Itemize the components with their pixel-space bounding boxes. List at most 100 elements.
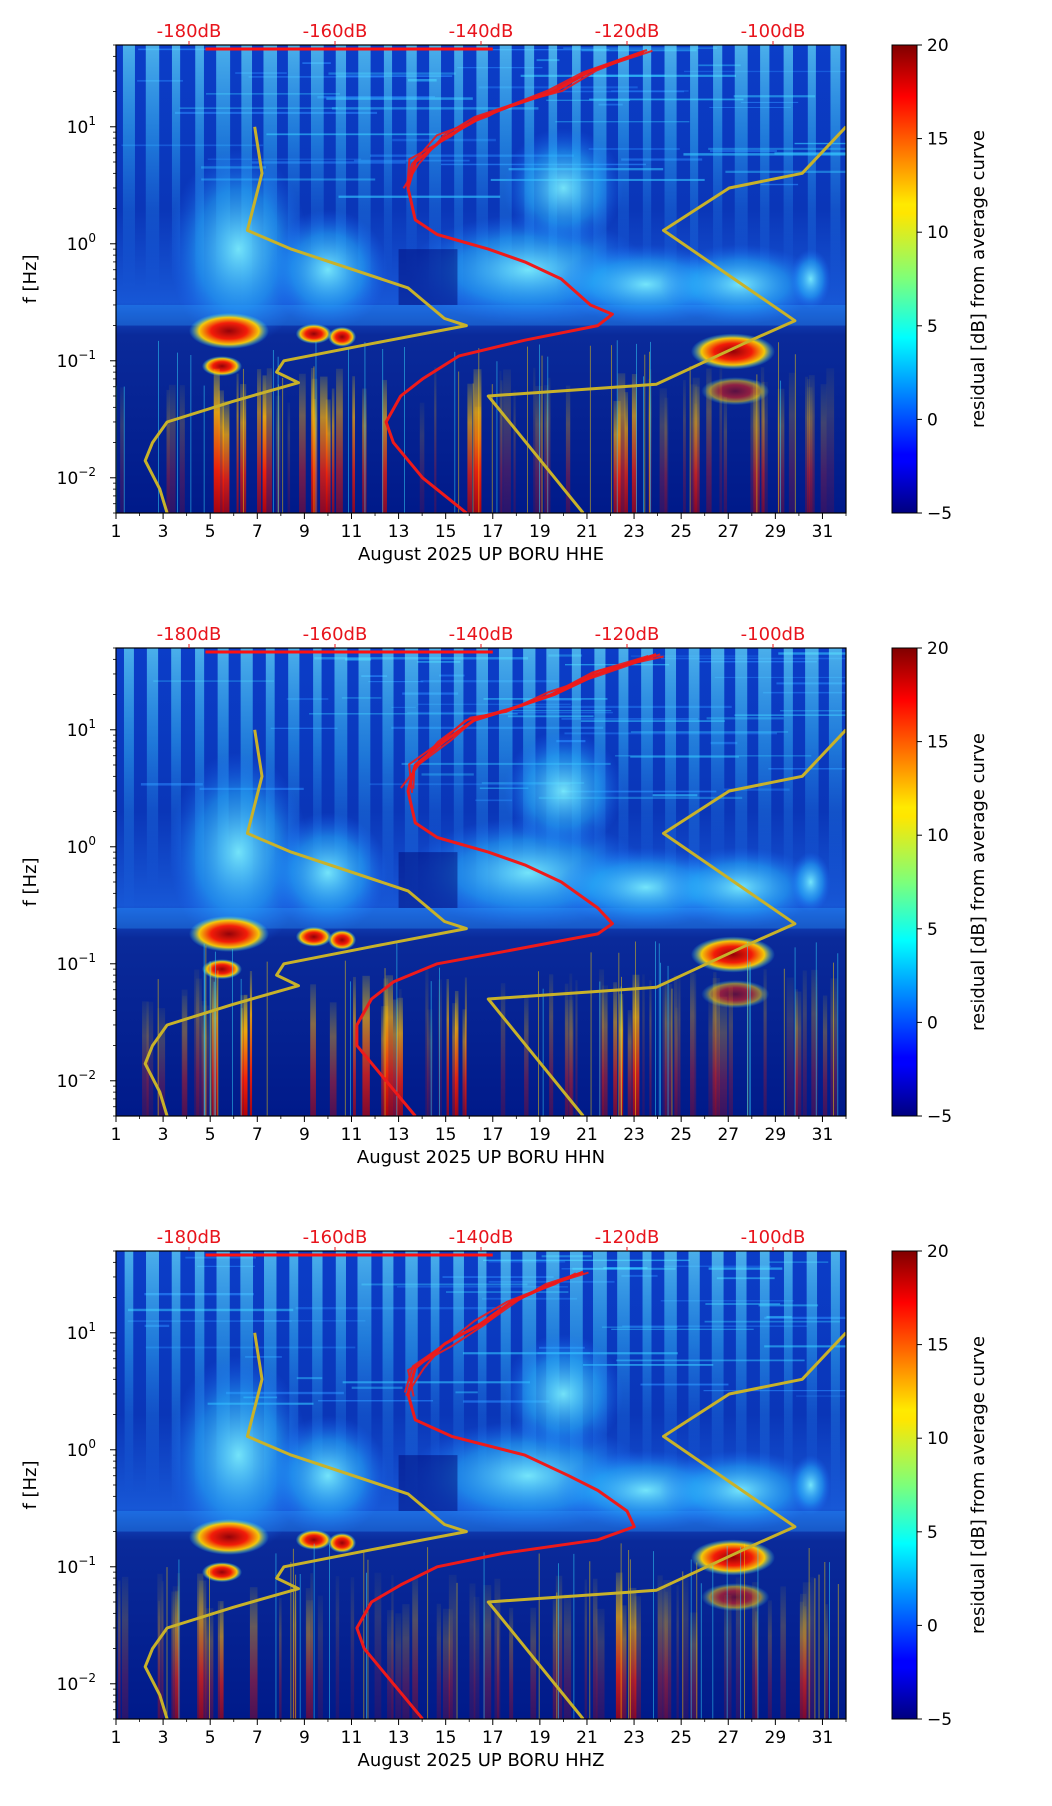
transient-stripe: [374, 1572, 382, 1719]
transient-stripe: [121, 1576, 129, 1719]
transient-stripe: [448, 1574, 457, 1719]
y-tick-label: 101: [67, 717, 96, 741]
day-stripe: [688, 648, 700, 916]
red-psd-curve-variation: [406, 1272, 577, 1397]
day-stripe: [313, 648, 322, 880]
day-stripe: [664, 1251, 677, 1485]
energy-spot: [201, 1562, 242, 1583]
noise-streak: [442, 1276, 554, 1278]
y-axis: 101 100 10−1 10−2: [57, 647, 116, 1117]
colorbar-tick-label: 0: [927, 410, 938, 430]
transient-stripe: [194, 969, 200, 1116]
x-tick-label: 31: [812, 1125, 834, 1145]
transient-stripe: [462, 1009, 467, 1116]
noise-streak: [709, 107, 791, 109]
day-stripe: [312, 1251, 323, 1498]
red-psd-curve-variation: [403, 1271, 589, 1393]
noise-streak: [561, 790, 717, 793]
transient-stripe: [788, 372, 796, 513]
db-tick-label: -180dB: [157, 1227, 222, 1248]
transient-stripe: [392, 999, 398, 1116]
db-tick-label: -120dB: [595, 21, 660, 42]
transient-stripe: [500, 380, 503, 513]
noise-region: [168, 752, 309, 953]
colorbar: 20 15 10 5 0 −5 residual [dB] from avera…: [891, 639, 989, 1127]
noise-streak: [621, 1274, 658, 1277]
transient-stripe: [503, 369, 511, 513]
day-stripe: [287, 45, 300, 275]
yellow-model-curve-high: [486, 125, 846, 513]
transient-stripe: [659, 388, 667, 513]
transient-stripe: [329, 1002, 337, 1116]
transient-stripe: [362, 388, 367, 513]
transient-stripe: [434, 367, 437, 513]
transient-stripe: [728, 986, 733, 1116]
noise-streak: [245, 1356, 282, 1358]
day-stripe: [759, 1251, 770, 1507]
transient-stripe: [320, 376, 328, 513]
colorbar-gradient: [891, 44, 918, 514]
transient-stripe: [552, 1599, 556, 1719]
colorbar-tick-label: 20: [927, 1242, 949, 1262]
transient-stripe: [292, 1584, 297, 1719]
transient-stripe: [664, 984, 673, 1116]
y-tick-label: 10−2: [57, 1068, 96, 1092]
noise-streak: [541, 1255, 592, 1258]
noise-streak: [420, 680, 559, 683]
day-stripe: [124, 1251, 134, 1495]
y-axis-label: f [Hz]: [20, 857, 41, 906]
day-stripe: [123, 648, 134, 915]
energy-spot: [328, 1532, 357, 1553]
noise-streak: [138, 48, 242, 51]
x-axis-label: August 2025 UP BORU HHN: [357, 1147, 605, 1168]
transient-stripe: [317, 1595, 323, 1719]
transient-stripe: [631, 374, 637, 513]
x-tick-label: 9: [299, 1125, 310, 1145]
transient-stripe: [306, 1600, 314, 1719]
noise-streak: [704, 1320, 840, 1323]
transient-stripe: [794, 991, 802, 1116]
day-stripe: [641, 648, 653, 885]
x-tick-label: 3: [158, 522, 169, 542]
day-stripe: [783, 1251, 793, 1491]
noise-streak: [546, 99, 631, 101]
noise-streak: [270, 727, 338, 730]
transient-stripe: [494, 1578, 501, 1719]
transient-stripe: [565, 385, 571, 513]
transient-stripe: [665, 1591, 668, 1719]
spectrogram-image: [116, 648, 846, 1116]
day-stripe: [382, 648, 394, 905]
noise-streak: [314, 657, 529, 660]
noise-streak: [703, 1390, 846, 1392]
transient-stripe: [211, 976, 218, 1116]
day-stripe: [690, 45, 699, 307]
transient-stripe: [142, 1001, 149, 1116]
noise-streak: [598, 103, 623, 106]
microseism-band: [116, 304, 846, 326]
noise-streak: [235, 72, 287, 74]
day-stripe: [429, 648, 441, 879]
day-stripe: [288, 648, 300, 888]
transient-stripe: [222, 401, 230, 513]
day-stripe: [617, 1251, 630, 1485]
energy-spot: [690, 333, 775, 370]
day-stripe: [429, 45, 442, 301]
noise-region: [503, 1333, 624, 1454]
transient-stripe: [352, 376, 355, 513]
noise-streak: [630, 755, 739, 758]
db-tick-label: -180dB: [157, 21, 222, 42]
x-tick-label: 13: [388, 1728, 410, 1748]
noise-streak: [351, 1386, 403, 1389]
x-tick-label: 15: [435, 1125, 457, 1145]
colorbar-tick-label: 15: [927, 1336, 949, 1356]
noise-streak: [563, 47, 718, 49]
transient-stripe: [350, 1577, 355, 1719]
db-tick-label: -100dB: [741, 624, 806, 645]
x-tick-label: 17: [482, 522, 504, 542]
transient-stripe: [627, 1010, 632, 1116]
x-axis: 1 3 5 7 9 11 13 15 17 19 21 23 25 27 29 …: [111, 1719, 847, 1748]
transient-stripe: [683, 380, 686, 513]
x-tick-label: 11: [341, 1125, 363, 1145]
x-tick-label: 17: [482, 1728, 504, 1748]
transient-stripe: [396, 997, 403, 1116]
